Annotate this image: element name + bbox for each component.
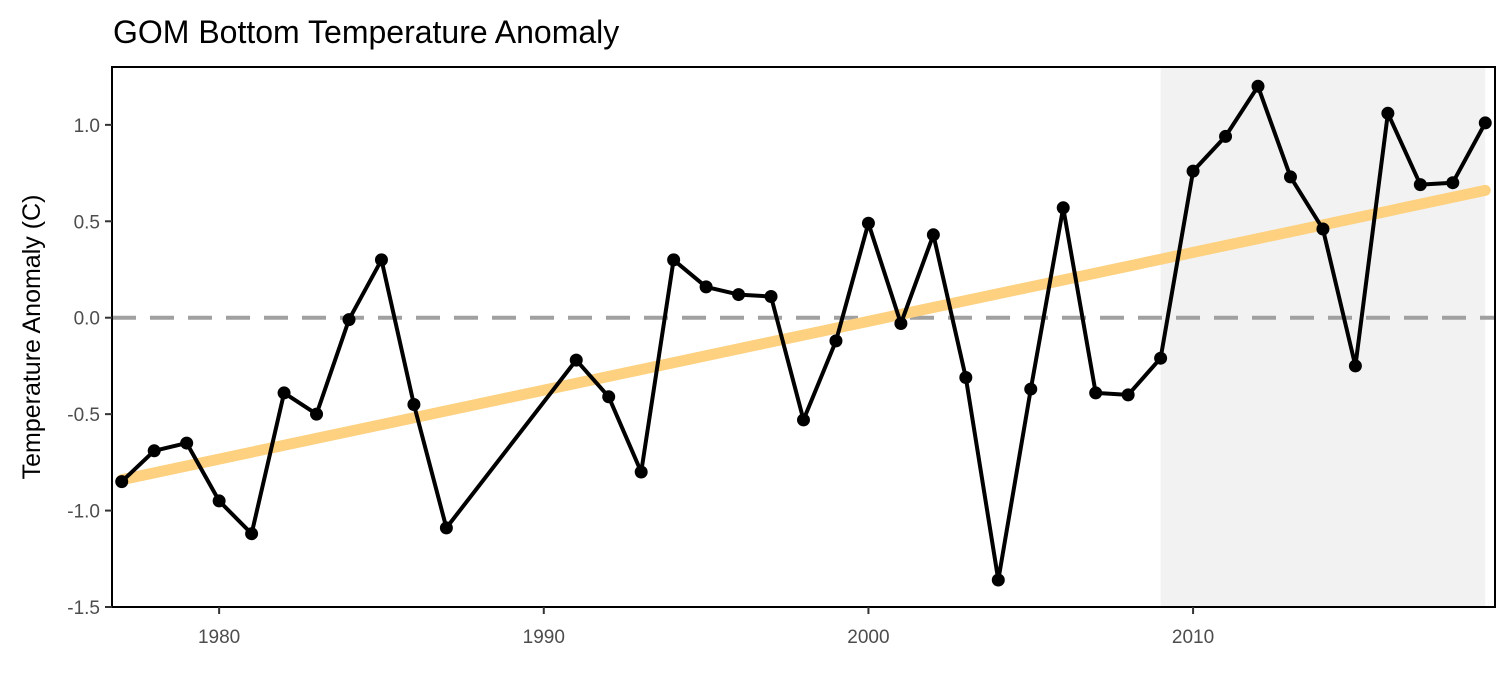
data-point xyxy=(1089,386,1103,400)
data-point xyxy=(1316,222,1330,236)
data-point xyxy=(959,371,973,384)
data-point xyxy=(1024,382,1038,396)
x-tick-label: 2010 xyxy=(1172,627,1214,648)
data-point xyxy=(245,527,259,541)
data-point xyxy=(894,317,908,330)
y-tick-label: 1.0 xyxy=(74,116,100,137)
data-point xyxy=(602,390,616,404)
y-tick-label: 0.0 xyxy=(74,309,100,330)
data-point xyxy=(342,313,356,327)
data-point xyxy=(634,465,648,479)
data-point xyxy=(667,253,681,267)
data-point xyxy=(147,444,161,458)
data-point xyxy=(1219,129,1233,143)
data-point xyxy=(115,475,129,489)
x-tick-label: 1980 xyxy=(198,627,240,648)
y-tick-label: -0.5 xyxy=(67,405,100,426)
shaded-region xyxy=(1160,67,1486,607)
y-axis-label: Temperature Anomaly (C) xyxy=(18,195,46,480)
y-tick-label: -1.5 xyxy=(67,598,100,619)
data-point xyxy=(861,216,875,230)
data-point xyxy=(1283,170,1297,184)
data-point xyxy=(1348,359,1362,373)
axes: 1980 1990 2000 2010 -1.5 -1.0 -0.5 0.0 0.5 1.0 xyxy=(67,66,1496,648)
series-line xyxy=(120,84,1488,582)
plot-area xyxy=(112,67,1495,607)
data-point xyxy=(829,334,843,348)
data-point xyxy=(1381,106,1395,120)
data-point xyxy=(407,398,421,411)
data-point xyxy=(310,407,324,421)
chart-title: GOM Bottom Temperature Anomaly xyxy=(113,14,619,50)
x-tick-label: 2000 xyxy=(847,627,889,648)
data-point xyxy=(439,521,453,535)
data-point xyxy=(1154,351,1168,365)
data-point xyxy=(991,573,1005,587)
data-point xyxy=(1478,116,1492,130)
data-point xyxy=(764,290,778,303)
plot-border xyxy=(111,66,1496,608)
data-point xyxy=(699,280,713,294)
data-point xyxy=(732,288,746,302)
data-point xyxy=(1056,201,1070,215)
y-tick-label: 0.5 xyxy=(74,212,100,233)
data-point xyxy=(569,353,583,367)
data-point xyxy=(1121,388,1135,402)
data-point xyxy=(212,494,226,508)
trend-line xyxy=(116,184,1491,486)
data-point xyxy=(1186,164,1200,178)
data-point xyxy=(277,386,291,400)
data-point xyxy=(1413,178,1427,192)
y-tick-label: -1.0 xyxy=(67,502,100,523)
data-point xyxy=(926,228,940,242)
data-point xyxy=(374,253,388,267)
data-point xyxy=(797,413,810,427)
data-point xyxy=(180,436,194,450)
x-tick-label: 1990 xyxy=(523,627,565,648)
data-point xyxy=(1446,176,1460,190)
data-point xyxy=(1251,79,1265,93)
